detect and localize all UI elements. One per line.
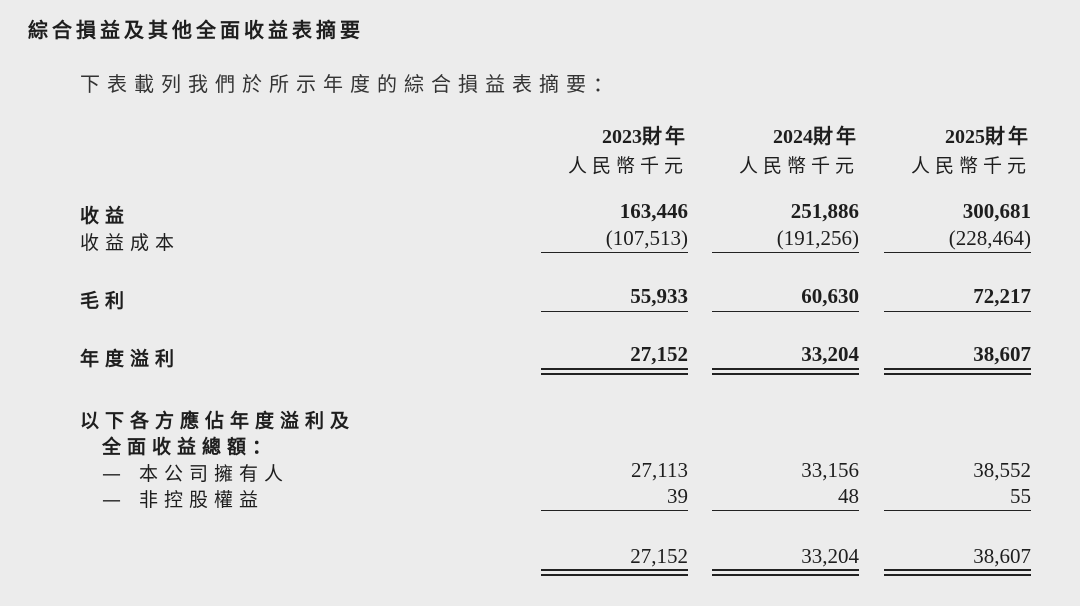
column-unit: 人民幣千元 bbox=[567, 155, 688, 177]
column-year: 2025 bbox=[945, 126, 985, 148]
cell-gross: 60,630 bbox=[801, 284, 859, 308]
cell-owners: 38,552 bbox=[973, 458, 1031, 482]
underline bbox=[541, 252, 688, 253]
cell-profit: 33,204 bbox=[801, 342, 859, 366]
cell-cost: (228,464) bbox=[948, 226, 1031, 250]
row-label-profit: 年度溢利 bbox=[80, 348, 181, 370]
cell-revenue: 251,886 bbox=[790, 199, 859, 223]
underline bbox=[884, 510, 1031, 511]
column-suffix: 財年 bbox=[985, 124, 1031, 148]
cell-profit: 27,152 bbox=[630, 342, 688, 366]
cell-total: 27,152 bbox=[630, 544, 688, 568]
section-intro: 下表載列我們於所示年度的綜合損益表摘要： bbox=[80, 72, 620, 96]
cell-owners: 27,113 bbox=[631, 458, 688, 482]
underline bbox=[884, 311, 1031, 312]
column-suffix: 財年 bbox=[642, 124, 688, 148]
cell-nci: 39 bbox=[667, 484, 688, 508]
column-header: 2024財年人民幣千元 bbox=[689, 120, 859, 178]
underline bbox=[712, 510, 859, 511]
cell-gross: 72,217 bbox=[973, 284, 1031, 308]
row-label-revenue: 收益 bbox=[80, 205, 131, 227]
row-label-nci: — 非控股權益 bbox=[102, 489, 265, 511]
underline bbox=[712, 252, 859, 253]
column-header: 2025財年人民幣千元 bbox=[861, 120, 1031, 178]
column-header: 2023財年人民幣千元 bbox=[518, 120, 688, 178]
column-unit: 人民幣千元 bbox=[738, 155, 859, 177]
double-underline bbox=[712, 368, 859, 375]
cell-gross: 55,933 bbox=[630, 284, 688, 308]
underline bbox=[712, 311, 859, 312]
cell-cost: (107,513) bbox=[605, 226, 688, 250]
attr-heading-2: 全面收益總額： bbox=[102, 436, 278, 458]
double-underline bbox=[712, 569, 859, 576]
column-unit: 人民幣千元 bbox=[910, 155, 1031, 177]
double-underline bbox=[884, 569, 1031, 576]
double-underline bbox=[541, 569, 688, 576]
underline bbox=[541, 311, 688, 312]
cell-profit: 38,607 bbox=[973, 342, 1031, 366]
row-label-cost: 收益成本 bbox=[80, 232, 181, 254]
row-label-owners: — 本公司擁有人 bbox=[102, 463, 290, 485]
underline bbox=[884, 252, 1031, 253]
column-year: 2024 bbox=[773, 126, 813, 148]
column-year: 2023 bbox=[602, 126, 642, 148]
underline bbox=[541, 510, 688, 511]
double-underline bbox=[884, 368, 1031, 375]
double-underline bbox=[541, 368, 688, 375]
attr-heading-1: 以下各方應佔年度溢利及 bbox=[80, 410, 356, 432]
column-suffix: 財年 bbox=[813, 124, 859, 148]
cell-nci: 55 bbox=[1010, 484, 1031, 508]
cell-nci: 48 bbox=[838, 484, 859, 508]
cell-total: 38,607 bbox=[973, 544, 1031, 568]
cell-owners: 33,156 bbox=[801, 458, 859, 482]
cell-revenue: 300,681 bbox=[962, 199, 1031, 223]
cell-cost: (191,256) bbox=[776, 226, 859, 250]
cell-total: 33,204 bbox=[801, 544, 859, 568]
section-title: 綜合損益及其他全面收益表摘要 bbox=[28, 18, 364, 42]
cell-revenue: 163,446 bbox=[619, 199, 688, 223]
row-label-gross: 毛利 bbox=[80, 290, 131, 312]
